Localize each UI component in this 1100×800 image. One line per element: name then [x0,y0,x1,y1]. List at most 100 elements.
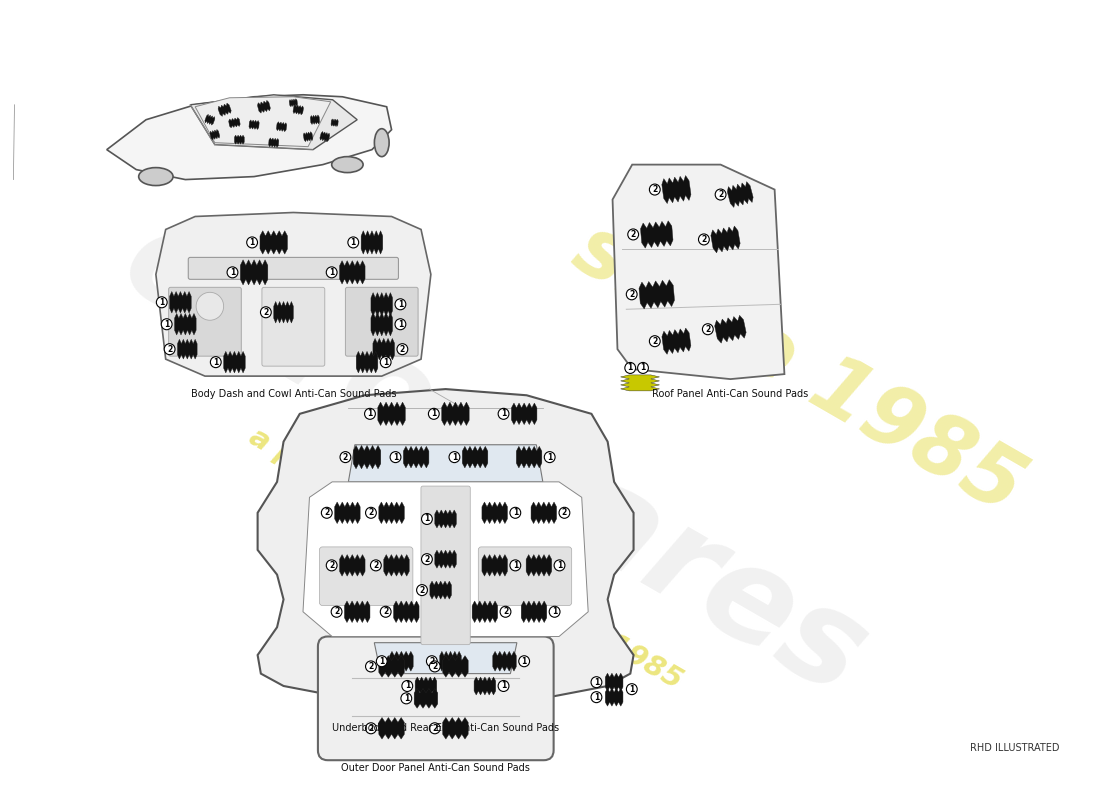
Circle shape [519,656,529,666]
Text: 2: 2 [425,554,430,564]
Circle shape [429,722,440,734]
Polygon shape [340,554,365,576]
Circle shape [162,318,172,330]
Circle shape [331,606,342,618]
Text: 1: 1 [230,268,235,277]
Circle shape [327,267,337,278]
Polygon shape [340,261,365,284]
Text: 2: 2 [368,662,374,671]
Polygon shape [512,403,537,425]
Text: 2: 2 [432,662,438,671]
FancyBboxPatch shape [421,486,470,645]
Polygon shape [274,302,294,323]
Text: 1: 1 [431,410,437,418]
Text: 1: 1 [500,410,506,418]
Circle shape [395,298,406,310]
Polygon shape [711,226,740,253]
Polygon shape [374,642,517,674]
FancyBboxPatch shape [168,287,241,356]
Text: 2: 2 [652,337,658,346]
Polygon shape [268,138,278,147]
Polygon shape [521,601,547,622]
Ellipse shape [374,129,389,157]
Text: 1: 1 [405,682,410,690]
Text: 1: 1 [398,300,403,309]
Circle shape [703,324,713,334]
Polygon shape [482,502,507,523]
Text: 2: 2 [702,235,706,244]
Text: 1: 1 [557,561,562,570]
Circle shape [397,344,408,354]
Polygon shape [320,131,330,142]
Polygon shape [715,315,746,343]
Text: 2: 2 [629,290,635,299]
FancyBboxPatch shape [478,547,572,606]
Circle shape [365,507,376,518]
Polygon shape [662,328,691,354]
Polygon shape [302,482,588,637]
Polygon shape [331,119,338,126]
Polygon shape [493,651,516,671]
Circle shape [628,229,639,240]
Circle shape [554,560,565,571]
Text: 1: 1 [383,358,388,366]
Polygon shape [310,115,320,125]
Text: 2: 2 [399,345,405,354]
Text: 1: 1 [329,268,334,277]
Circle shape [327,560,337,571]
Polygon shape [195,97,331,146]
FancyBboxPatch shape [262,287,324,366]
Polygon shape [442,402,470,426]
Circle shape [227,267,238,278]
Text: 2: 2 [167,345,173,354]
Polygon shape [156,213,431,376]
Polygon shape [389,651,414,671]
Polygon shape [371,313,393,336]
Polygon shape [378,718,405,739]
Polygon shape [240,260,267,285]
Text: 2: 2 [373,561,378,570]
Text: since 1985: since 1985 [561,208,1038,530]
Polygon shape [293,105,304,115]
Circle shape [649,184,660,195]
Text: 1: 1 [640,363,646,373]
Circle shape [591,677,602,688]
Circle shape [638,362,648,374]
Polygon shape [356,351,377,373]
Polygon shape [378,656,405,678]
Circle shape [428,408,439,419]
Text: 1: 1 [213,358,219,366]
Polygon shape [353,446,381,469]
Polygon shape [384,554,409,576]
Text: 1: 1 [500,682,506,690]
Polygon shape [257,100,271,113]
Polygon shape [177,339,197,359]
Circle shape [390,452,400,462]
FancyBboxPatch shape [319,547,412,606]
Circle shape [365,722,376,734]
Text: 2: 2 [562,508,568,518]
Circle shape [429,661,440,672]
Circle shape [698,234,710,245]
Text: Underbody and Rear End Anti-Can Sound Pads: Underbody and Rear End Anti-Can Sound Pa… [332,723,559,733]
FancyBboxPatch shape [318,637,553,760]
Polygon shape [344,601,370,622]
Text: 1: 1 [628,363,632,373]
Circle shape [500,606,510,618]
Polygon shape [169,291,191,313]
Circle shape [400,693,411,704]
Polygon shape [404,446,429,468]
Polygon shape [434,550,456,568]
Text: 2: 2 [383,607,388,616]
Text: 2: 2 [334,607,339,616]
Polygon shape [304,132,312,142]
Circle shape [164,344,175,354]
Circle shape [510,560,520,571]
Text: RHD ILLUSTRATED: RHD ILLUSTRATED [970,743,1059,754]
Circle shape [649,336,660,346]
Circle shape [381,606,392,618]
Polygon shape [276,122,287,132]
Text: 1: 1 [351,238,356,247]
Polygon shape [334,502,360,523]
Polygon shape [371,293,393,316]
